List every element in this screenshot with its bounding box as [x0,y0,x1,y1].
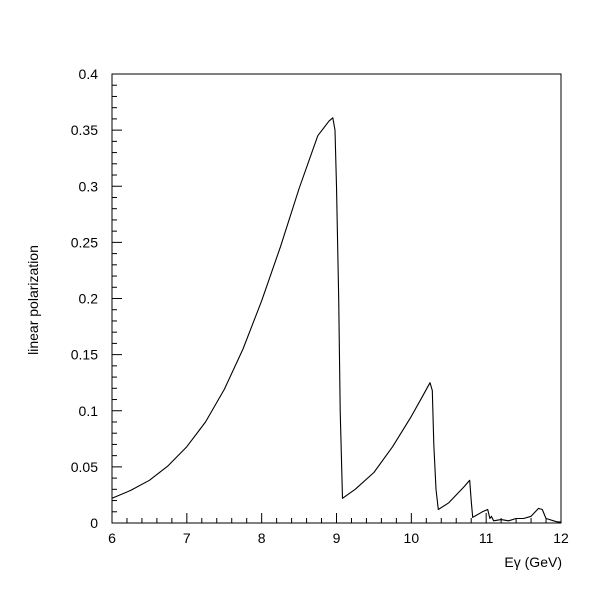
y-tick-label: 0.4 [79,66,99,82]
x-tick-label: 12 [553,530,569,546]
y-tick-label: 0.35 [71,122,98,138]
y-tick-label: 0.1 [79,403,99,419]
axis-ticks [111,73,562,524]
x-tick-label: 8 [258,530,266,546]
plot-frame [111,73,562,524]
polarization-curve [111,117,561,523]
x-tick-label: 7 [183,530,191,546]
y-tick-label: 0.15 [71,347,98,363]
x-tick-label: 11 [479,530,494,546]
x-tick-label: 10 [404,530,420,546]
y-tick-label: 0.3 [79,178,99,194]
y-tick-label: 0 [90,515,98,531]
y-tick-label: 0.05 [71,459,98,475]
x-tick-label: 6 [108,530,116,546]
y-tick-label: 0.2 [79,291,99,307]
x-axis-label: Eγ (GeV) [504,554,562,570]
tick-labels: 6 7 8 9 10 11 12 0 0.05 0.1 0.15 0.2 0.25 0.3 0.35 0.4 [71,66,569,546]
y-tick-label: 0.25 [71,234,98,250]
y-axis-label: linear polarization [25,245,41,355]
series-layer [111,117,561,523]
x-tick-label: 9 [333,530,341,546]
